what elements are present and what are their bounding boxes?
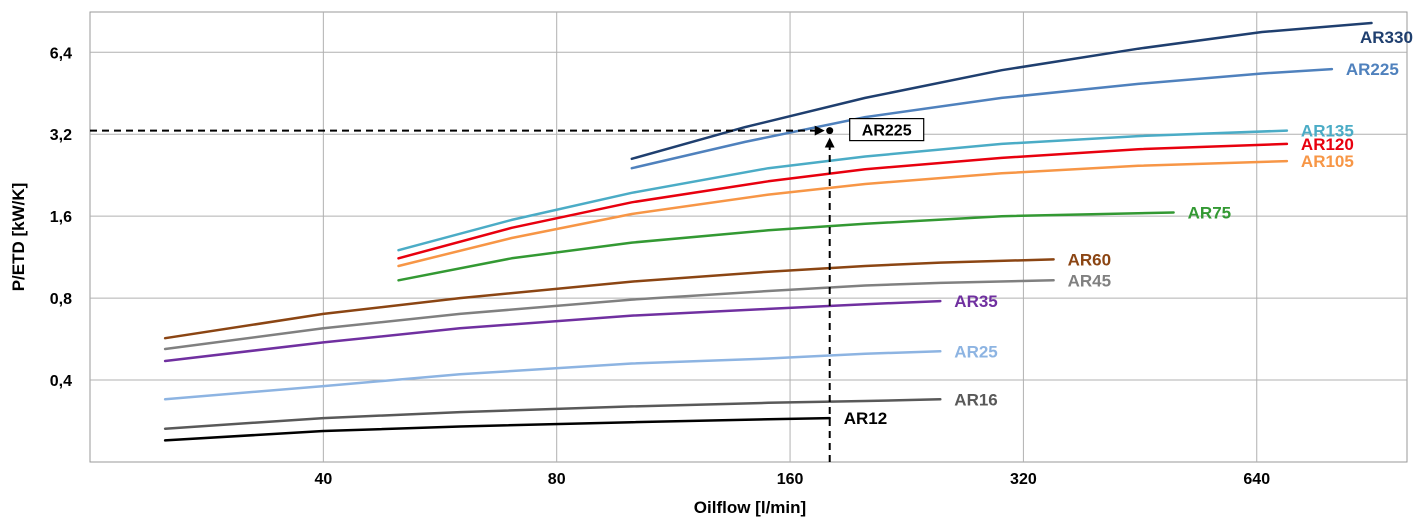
x-tick-label: 640 [1243, 471, 1270, 488]
series-label-ar330: AR330 [1360, 28, 1413, 47]
series-label-ar60: AR60 [1068, 250, 1111, 269]
y-axis-title: P/ETD [kW/K] [9, 183, 28, 292]
series-line-ar16 [163, 398, 942, 430]
y-tick-label: 1,6 [50, 209, 72, 226]
operating-point-label: AR225 [862, 123, 912, 140]
series-line-ar75 [397, 211, 1175, 282]
series-line-ar225 [630, 67, 1334, 170]
series-label-ar120: AR120 [1301, 135, 1354, 154]
y-tick-label: 6,4 [50, 45, 72, 62]
operating-point-marker [826, 127, 834, 135]
series-line-ar105 [397, 159, 1289, 268]
x-axis-title: Oilflow [l/min] [694, 498, 806, 517]
series-line-ar135 [397, 129, 1289, 252]
series-line-ar330 [630, 21, 1373, 161]
series-label-ar105: AR105 [1301, 152, 1354, 171]
series-line-ar120 [397, 142, 1289, 260]
x-tick-label: 160 [777, 471, 804, 488]
series-lines [163, 21, 1373, 442]
series-label-ar25: AR25 [954, 342, 997, 361]
series-label-ar35: AR35 [954, 292, 997, 311]
series-line-ar45 [163, 279, 1055, 351]
series-label-ar45: AR45 [1068, 271, 1111, 290]
y-tick-labels: 0,4 0,8 1,6 3,2 6,4 [50, 45, 72, 390]
x-tick-labels: 40 80 160 320 640 [314, 471, 1270, 488]
series-line-ar25 [163, 350, 942, 401]
y-tick-label: 3,2 [50, 127, 72, 144]
operating-point-annotation: AR225 [90, 118, 925, 462]
series-label-ar12: AR12 [844, 409, 887, 428]
series-line-ar12 [163, 416, 831, 442]
series-label-ar16: AR16 [954, 390, 997, 409]
series-line-ar60 [163, 258, 1055, 340]
series-line-ar35 [163, 299, 942, 363]
y-tick-label: 0,4 [50, 373, 72, 390]
x-tick-label: 320 [1010, 471, 1037, 488]
y-tick-label: 0,8 [50, 291, 72, 308]
x-tick-label: 80 [548, 471, 566, 488]
operating-point-label-box [849, 118, 925, 142]
x-tick-label: 40 [314, 471, 332, 488]
series-label-ar225: AR225 [1346, 60, 1399, 79]
series-label-ar135: AR135 [1301, 122, 1354, 141]
series-label-ar75: AR75 [1188, 204, 1231, 223]
plot-area [89, 11, 1408, 463]
